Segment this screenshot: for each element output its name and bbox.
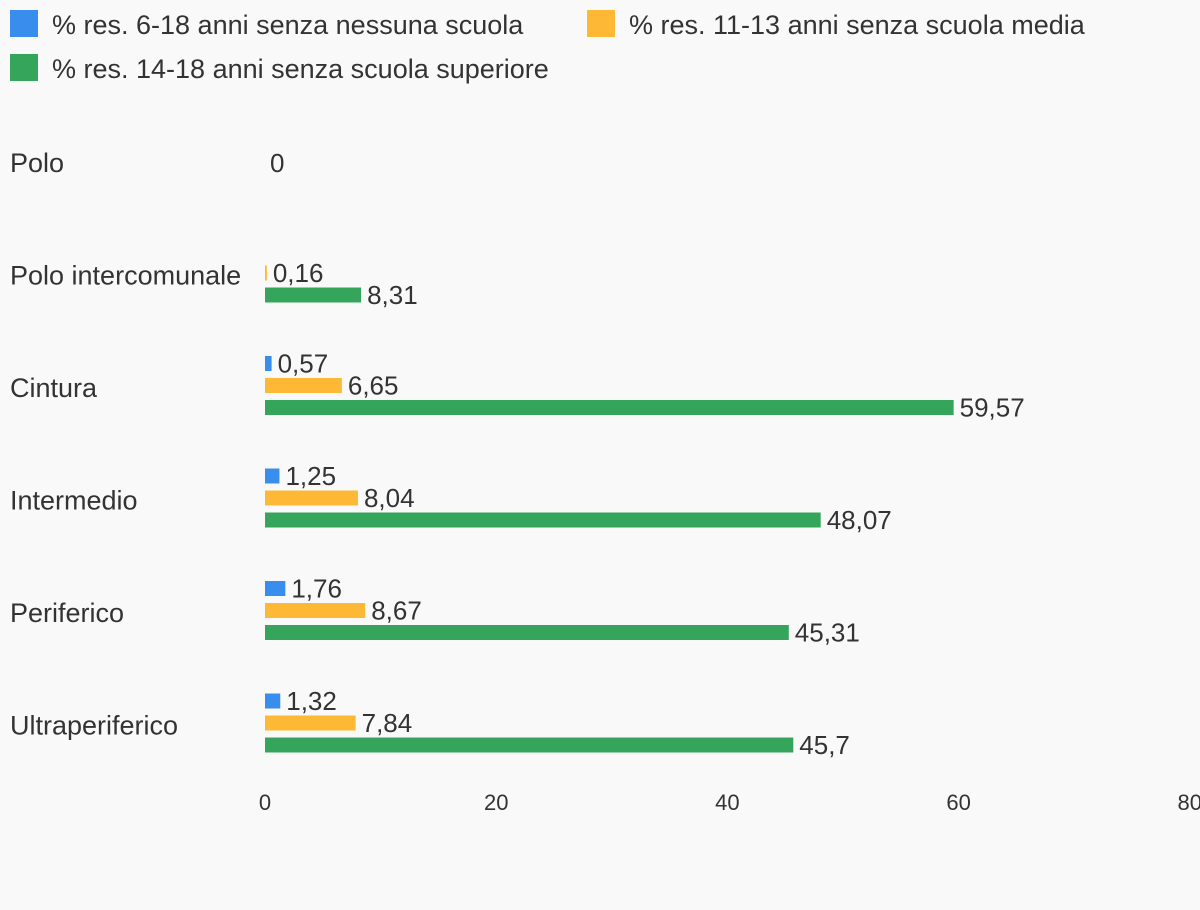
bar-value-label: 8,04	[364, 483, 415, 513]
bar-3	[265, 400, 954, 415]
x-axis-ticks: 0 20 40 60 80	[259, 790, 1200, 815]
x-tick-label: 80	[1178, 790, 1200, 815]
legend-swatch-1	[10, 10, 38, 37]
bar-3	[265, 737, 794, 753]
bar-1	[265, 581, 286, 596]
x-tick-label: 40	[715, 790, 739, 815]
legend-label-2: % res. 11-13 anni senza scuola media	[629, 10, 1086, 40]
bar-value-label: 8,31	[367, 280, 418, 310]
legend-label-3: % res. 14-18 anni senza scuola superiore	[52, 54, 549, 84]
bar-1	[265, 693, 281, 709]
category-labels: Polo Polo intercomunale Cintura Intermedio P…	[10, 148, 241, 741]
x-tick-label: 60	[946, 790, 970, 815]
bar-value-label: 1,32	[286, 686, 337, 716]
legend-swatch-2	[587, 10, 615, 37]
bar-value-label: 48,07	[827, 505, 892, 535]
data-label: 0	[270, 148, 284, 178]
bar-value-label: 45,7	[799, 730, 850, 760]
value-labels: 0 0,16 8,31 0,57 6,65 59,57 1,25 8,04 48,07 1,76 8…	[270, 148, 1025, 760]
bar-2	[265, 378, 342, 393]
bar-value-label: 0,57	[278, 349, 329, 379]
bar-3	[265, 287, 362, 303]
category-label: Ultraperiferico	[10, 711, 178, 741]
bar-2	[265, 490, 358, 506]
bar-1	[265, 356, 272, 371]
category-label: Polo intercomunale	[10, 261, 241, 291]
category-label: Polo	[10, 148, 64, 178]
bar-value-label: 45,31	[795, 618, 860, 648]
bar-2	[265, 603, 366, 618]
bar-2	[265, 265, 267, 281]
category-label: Cintura	[10, 373, 98, 403]
legend: % res. 6-18 anni senza nessuna scuola % r…	[10, 10, 1086, 84]
bar-value-label: 6,65	[348, 371, 399, 401]
category-label: Intermedio	[10, 486, 138, 516]
x-tick-label: 20	[484, 790, 508, 815]
bar-value-label: 1,76	[291, 574, 342, 604]
bar-3	[265, 625, 789, 640]
legend-label-1: % res. 6-18 anni senza nessuna scuola	[52, 10, 524, 40]
bar-value-label: 1,25	[285, 461, 336, 491]
bars	[265, 265, 954, 753]
bar-3	[265, 512, 821, 528]
category-label: Periferico	[10, 598, 124, 628]
bar-value-label: 8,67	[371, 596, 422, 626]
bar-2	[265, 715, 356, 731]
legend-swatch-3	[10, 54, 38, 81]
x-tick-label: 0	[259, 790, 271, 815]
bar-value-label: 0,16	[273, 258, 324, 288]
bar-value-label: 59,57	[960, 393, 1025, 423]
bar-value-label: 7,84	[362, 708, 413, 738]
bar-1	[265, 468, 280, 484]
